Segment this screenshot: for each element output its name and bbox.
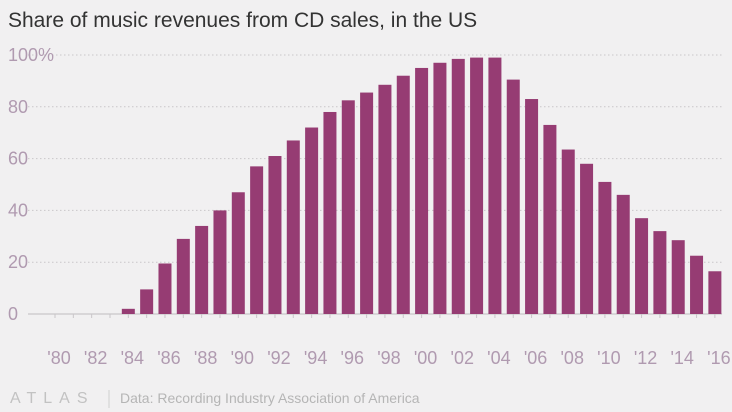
- bar-1988: [195, 225, 209, 314]
- bar-2012: [635, 218, 649, 314]
- bar-1995: [323, 111, 337, 314]
- bar-1990: [231, 192, 245, 314]
- x-tick-label: '84: [121, 348, 144, 368]
- bar-1993: [286, 140, 300, 314]
- chart-title: Share of music revenues from CD sales, i…: [8, 9, 477, 32]
- y-axis-tick-labels: 0 20 40 60 80 100%: [8, 45, 54, 324]
- bar-2006: [525, 99, 539, 314]
- bars: [121, 57, 722, 315]
- x-tick-label: '92: [267, 348, 290, 368]
- x-tick-label: '90: [231, 348, 254, 368]
- y-tick-label: 100%: [8, 45, 54, 65]
- bar-1997: [360, 92, 374, 315]
- bar-2001: [433, 62, 447, 314]
- atlas-logo: ATLAS: [10, 390, 95, 407]
- bar-1992: [268, 156, 282, 314]
- x-tick-label: '86: [157, 348, 180, 368]
- x-tick-label: '88: [194, 348, 217, 368]
- bar-2010: [598, 181, 612, 314]
- bar-1987: [176, 238, 190, 314]
- bar-1989: [213, 210, 227, 314]
- y-tick-label: 60: [8, 149, 28, 169]
- x-tick-label: '98: [377, 348, 400, 368]
- x-tick-label: '16: [707, 348, 730, 368]
- y-tick-label: 40: [8, 200, 28, 220]
- bar-2004: [488, 57, 502, 315]
- source-note: Data: Recording Industry Association of …: [120, 390, 420, 406]
- bar-2002: [451, 58, 465, 315]
- bar-2016: [708, 271, 722, 314]
- y-tick-label: 80: [8, 97, 28, 117]
- bar-2013: [653, 231, 667, 314]
- bar-1999: [396, 75, 410, 314]
- y-tick-label: 20: [8, 252, 28, 272]
- bar-2003: [470, 57, 484, 315]
- x-tick-label: '96: [341, 348, 364, 368]
- y-tick-label: 0: [8, 304, 18, 324]
- x-tick-label: '12: [634, 348, 657, 368]
- x-tick-label: '80: [47, 348, 70, 368]
- x-tick-label: '00: [414, 348, 437, 368]
- x-tick-label: '04: [487, 348, 510, 368]
- bar-1985: [140, 289, 154, 314]
- bar-2007: [543, 124, 557, 315]
- bar-1984: [121, 308, 135, 314]
- bar-1991: [250, 166, 264, 314]
- x-tick-label: '14: [670, 348, 693, 368]
- x-tick-label: '10: [597, 348, 620, 368]
- x-tick-label: '02: [451, 348, 474, 368]
- x-tick-label: '82: [84, 348, 107, 368]
- bar-2005: [506, 79, 520, 314]
- bar-2008: [561, 149, 575, 314]
- x-axis-tick-labels: '80 '82 '84 '86 '88 '90 '92 '94 '96 '98 '00 '02 '04 '…: [47, 348, 730, 368]
- x-tick-label: '06: [524, 348, 547, 368]
- bar-1998: [378, 84, 392, 314]
- bar-1986: [158, 263, 172, 314]
- bar-1994: [305, 127, 319, 315]
- x-tick-label: '08: [561, 348, 584, 368]
- bar-1996: [341, 100, 355, 314]
- bar-2015: [690, 255, 704, 314]
- bar-2000: [415, 67, 429, 314]
- bar-2011: [616, 194, 630, 314]
- x-tick-label: '94: [304, 348, 327, 368]
- bar-2014: [671, 240, 685, 314]
- bar-2009: [580, 163, 594, 314]
